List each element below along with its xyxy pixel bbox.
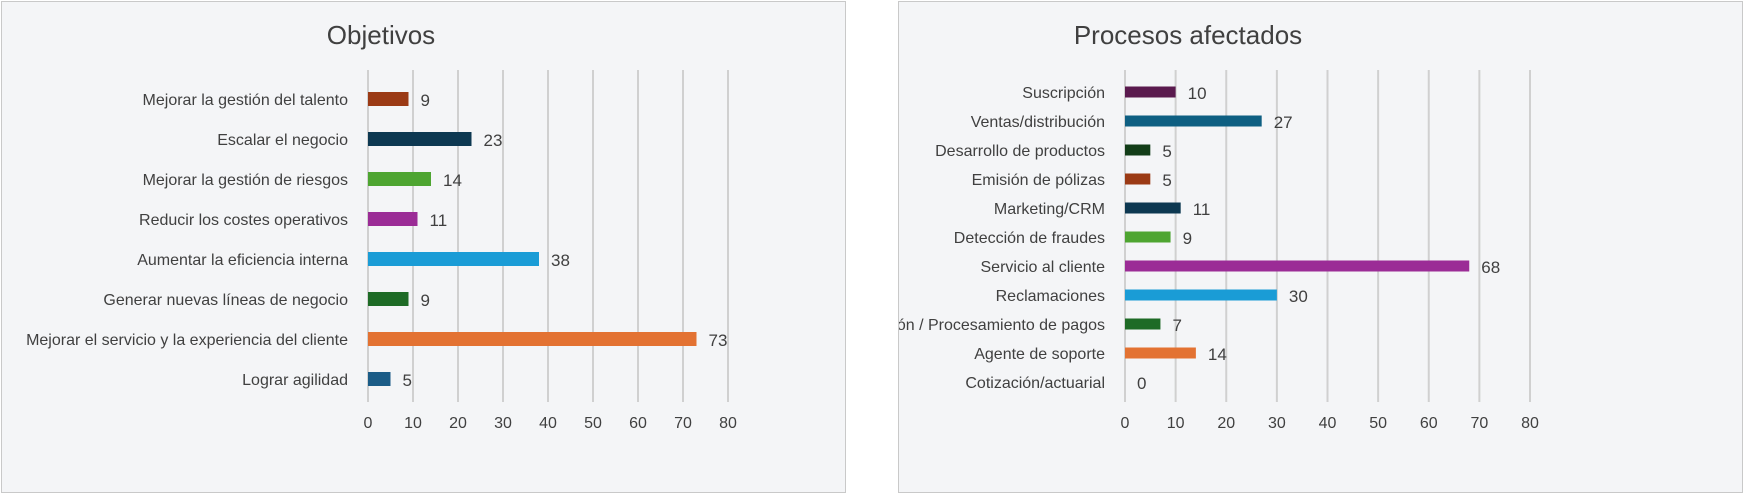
data-label: 7 bbox=[1172, 316, 1181, 335]
x-tick-label: 80 bbox=[719, 415, 737, 432]
data-label: 5 bbox=[403, 371, 412, 390]
data-label: 14 bbox=[443, 171, 462, 190]
bar bbox=[368, 212, 418, 226]
bar bbox=[368, 92, 409, 106]
category-label: Mejorar el servicio y la experiencia del… bbox=[26, 332, 348, 349]
category-label: Reducir los costes operativos bbox=[139, 212, 348, 229]
category-label: Generar nuevas líneas de negocio bbox=[103, 292, 348, 309]
x-tick-label: 10 bbox=[1167, 415, 1185, 432]
data-label: 9 bbox=[421, 291, 430, 310]
x-tick-label: 50 bbox=[1369, 415, 1387, 432]
category-label: Servicio al cliente bbox=[981, 259, 1106, 276]
data-label: 38 bbox=[551, 251, 570, 270]
chart-objetivos: Objetivos Mejorar la gestión del talento… bbox=[1, 1, 846, 493]
data-label: 5 bbox=[1162, 171, 1171, 190]
x-tick-label: 0 bbox=[364, 415, 373, 432]
category-label: Lograr agilidad bbox=[242, 372, 348, 389]
bar bbox=[368, 292, 409, 306]
data-label: 11 bbox=[430, 211, 448, 230]
category-label: Agente de soporte bbox=[974, 346, 1105, 363]
category-label: Emisión de pólizas bbox=[972, 172, 1105, 189]
x-tick-label: 40 bbox=[1319, 415, 1337, 432]
x-tick-label: 20 bbox=[1217, 415, 1235, 432]
bar bbox=[368, 372, 391, 386]
x-tick-label: 20 bbox=[449, 415, 467, 432]
data-label: 9 bbox=[1183, 229, 1192, 248]
data-label: 11 bbox=[1193, 200, 1211, 219]
category-label: Escalar el negocio bbox=[217, 132, 348, 149]
category-label: Reclamaciones bbox=[996, 288, 1105, 305]
data-label: 0 bbox=[1137, 374, 1146, 393]
category-label: Mejorar la gestión de riesgos bbox=[143, 172, 348, 189]
bar bbox=[1125, 231, 1171, 243]
chart-procesos-afectados: Procesos afectados Suscripción Ventas/dis… bbox=[898, 1, 1743, 493]
bar bbox=[1125, 173, 1151, 185]
x-tick-label: 50 bbox=[584, 415, 602, 432]
x-tick-label: 80 bbox=[1521, 415, 1539, 432]
category-label: Suscripción bbox=[1022, 85, 1105, 102]
data-label: 10 bbox=[1188, 84, 1207, 103]
category-label: Mejorar la gestión del talento bbox=[143, 92, 349, 109]
x-tick-label: 0 bbox=[1121, 415, 1130, 432]
bar bbox=[1125, 202, 1181, 214]
data-label: 27 bbox=[1274, 113, 1293, 132]
bar bbox=[1125, 260, 1470, 272]
bar bbox=[368, 172, 431, 186]
chart-objetivos-svg: Objetivos Mejorar la gestión del talento… bbox=[26, 20, 737, 432]
x-tick-label: 60 bbox=[629, 415, 647, 432]
chart-procesos-svg: Procesos afectados Suscripción Ventas/dis… bbox=[899, 20, 1539, 432]
data-label: 73 bbox=[709, 331, 728, 350]
bar bbox=[1125, 347, 1196, 359]
category-label: Marketing/CRM bbox=[994, 201, 1105, 218]
bar bbox=[368, 132, 472, 146]
data-label: 9 bbox=[421, 91, 430, 110]
bar bbox=[368, 252, 539, 266]
bar bbox=[368, 332, 697, 346]
x-tick-label: 60 bbox=[1420, 415, 1438, 432]
bar bbox=[1125, 115, 1262, 127]
category-label: Facturación / Procesamiento de pagos bbox=[899, 317, 1105, 334]
bar bbox=[1125, 86, 1176, 98]
category-label: Detección de fraudes bbox=[954, 230, 1105, 247]
x-tick-label: 30 bbox=[1268, 415, 1286, 432]
bar bbox=[1125, 144, 1151, 156]
data-label: 5 bbox=[1162, 142, 1171, 161]
data-label: 68 bbox=[1481, 258, 1500, 277]
x-tick-label: 70 bbox=[674, 415, 692, 432]
x-tick-label: 70 bbox=[1470, 415, 1488, 432]
category-label: Aumentar la eficiencia interna bbox=[137, 252, 348, 269]
data-label: 14 bbox=[1208, 345, 1227, 364]
category-label: Ventas/distribución bbox=[971, 114, 1105, 131]
chart-title: Procesos afectados bbox=[1074, 20, 1302, 50]
x-tick-label: 10 bbox=[404, 415, 422, 432]
x-tick-label: 40 bbox=[539, 415, 557, 432]
category-label: Desarrollo de productos bbox=[935, 143, 1105, 160]
x-tick-label: 30 bbox=[494, 415, 512, 432]
bar bbox=[1125, 289, 1277, 301]
category-label: Cotización/actuarial bbox=[965, 375, 1105, 392]
chart-title: Objetivos bbox=[327, 20, 435, 50]
data-label: 23 bbox=[484, 131, 503, 150]
bar bbox=[1125, 318, 1161, 330]
data-label: 30 bbox=[1289, 287, 1308, 306]
